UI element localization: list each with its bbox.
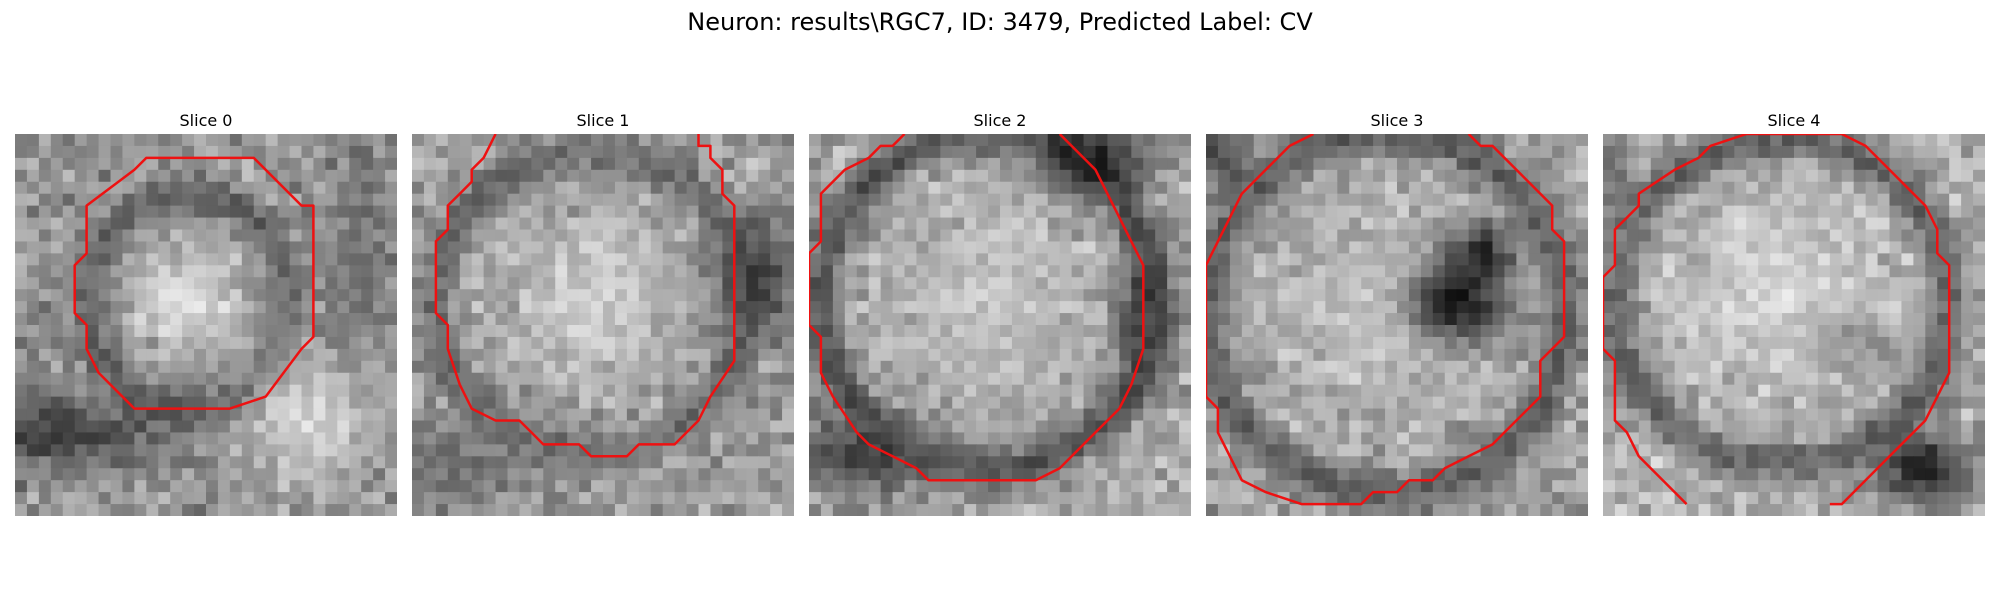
slice-panel-4: Slice 4 xyxy=(1603,110,1985,516)
segmentation-contour xyxy=(1603,134,1951,506)
slice-panel-1: Slice 1 xyxy=(412,110,794,516)
segmentation-contour xyxy=(809,134,1145,482)
slice-image xyxy=(1206,134,1588,516)
slice-panel-2: Slice 2 xyxy=(809,110,1191,516)
pixel-grid xyxy=(15,134,397,516)
slice-image xyxy=(412,134,794,516)
slice-image xyxy=(809,134,1191,516)
slice-title: Slice 4 xyxy=(1767,111,1821,130)
slice-title: Slice 0 xyxy=(179,111,233,130)
slice-image xyxy=(1603,134,1985,516)
pixel-grid xyxy=(1603,134,1985,516)
slice-title: Slice 1 xyxy=(576,111,630,130)
slice-image xyxy=(15,134,397,516)
slice-panel-3: Slice 3 xyxy=(1206,110,1588,516)
segmentation-contour xyxy=(73,156,315,410)
slice-panel-0: Slice 0 xyxy=(15,110,397,516)
pixel-grid xyxy=(412,134,794,516)
segmentation-contour xyxy=(1206,134,1566,506)
pixel-grid xyxy=(809,134,1191,516)
slice-title: Slice 2 xyxy=(973,111,1027,130)
figure-title: Neuron: results\RGC7, ID: 3479, Predicte… xyxy=(687,8,1313,36)
pixel-grid xyxy=(1206,134,1588,516)
slice-title: Slice 3 xyxy=(1370,111,1424,130)
segmentation-contour xyxy=(434,134,736,458)
